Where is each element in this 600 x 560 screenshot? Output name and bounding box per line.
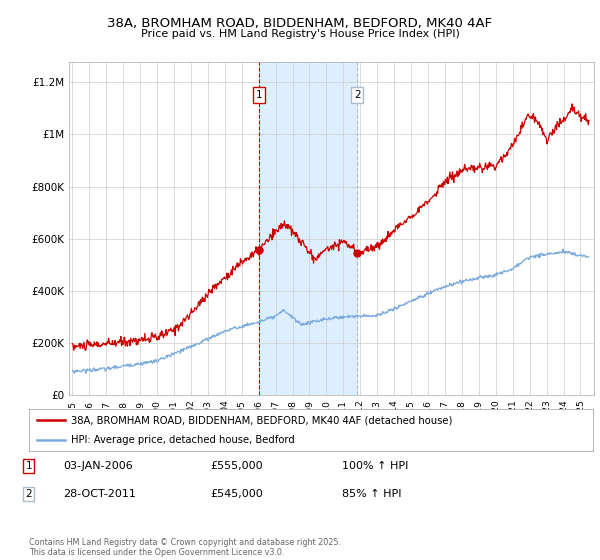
Text: Price paid vs. HM Land Registry's House Price Index (HPI): Price paid vs. HM Land Registry's House … — [140, 29, 460, 39]
Text: 38A, BROMHAM ROAD, BIDDENHAM, BEDFORD, MK40 4AF: 38A, BROMHAM ROAD, BIDDENHAM, BEDFORD, M… — [107, 17, 493, 30]
Text: 03-JAN-2006: 03-JAN-2006 — [63, 461, 133, 471]
Text: 1: 1 — [256, 90, 262, 100]
Text: £545,000: £545,000 — [210, 489, 263, 499]
Text: £555,000: £555,000 — [210, 461, 263, 471]
Text: 28-OCT-2011: 28-OCT-2011 — [63, 489, 136, 499]
Text: 38A, BROMHAM ROAD, BIDDENHAM, BEDFORD, MK40 4AF (detached house): 38A, BROMHAM ROAD, BIDDENHAM, BEDFORD, M… — [71, 415, 452, 425]
Text: 85% ↑ HPI: 85% ↑ HPI — [342, 489, 401, 499]
Bar — [259, 62, 358, 395]
Text: HPI: Average price, detached house, Bedford: HPI: Average price, detached house, Bedf… — [71, 435, 295, 445]
Text: 1: 1 — [25, 461, 32, 471]
Text: Contains HM Land Registry data © Crown copyright and database right 2025.
This d: Contains HM Land Registry data © Crown c… — [29, 538, 341, 557]
Text: 100% ↑ HPI: 100% ↑ HPI — [342, 461, 409, 471]
Text: 2: 2 — [25, 489, 32, 499]
Text: 2: 2 — [354, 90, 361, 100]
